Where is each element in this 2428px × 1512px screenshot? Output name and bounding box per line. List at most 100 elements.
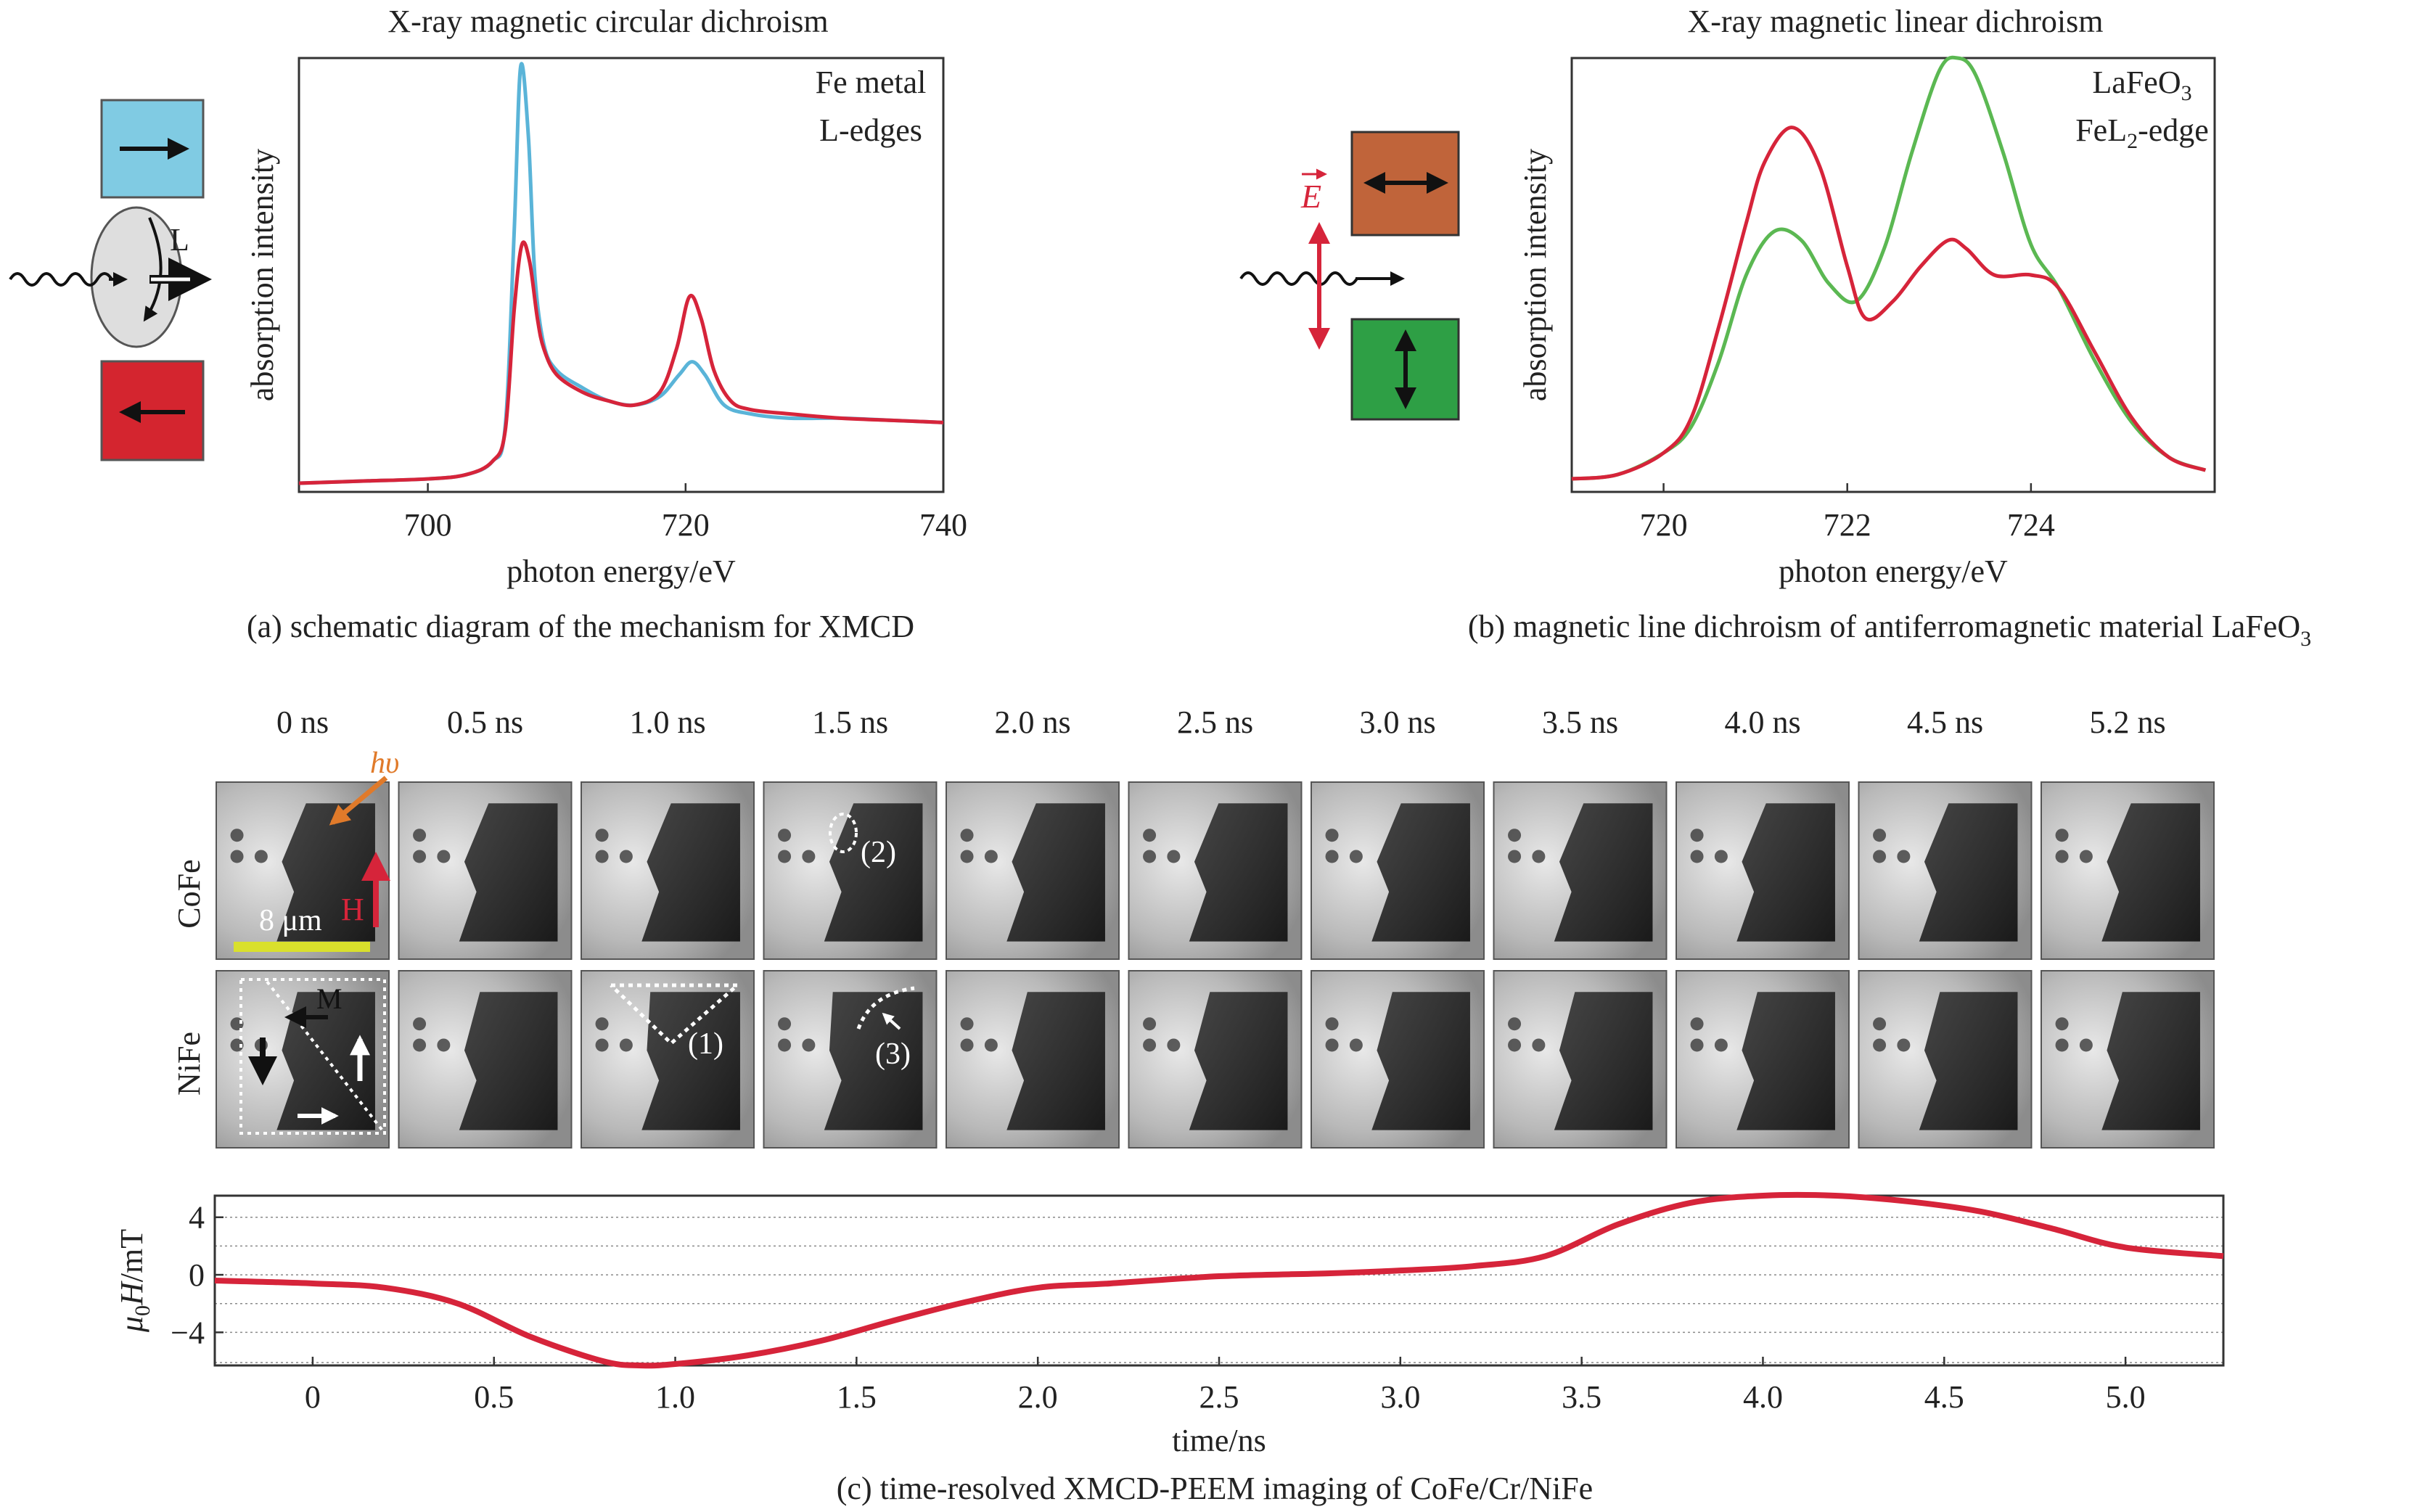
plot-frame — [1570, 57, 2216, 493]
x-tick-label: 722 — [1824, 507, 1871, 543]
cofe-image — [581, 781, 755, 960]
domain-wall-3 — [856, 986, 915, 1030]
xmcd-schematic: L — [9, 99, 212, 461]
mark-3: (3) — [875, 1038, 911, 1071]
x-tick-label: 0.5 — [474, 1379, 514, 1415]
cofe-image — [1493, 781, 1668, 960]
nife-image — [763, 970, 938, 1149]
time-label: 5.2 ns — [2089, 704, 2165, 740]
row-label-cofe: CoFe — [171, 859, 207, 928]
row-label-nife: NiFe — [171, 1032, 207, 1096]
plot-annotation: LaFeO3 — [2092, 65, 2191, 105]
scale-bar — [234, 942, 370, 952]
y-axis-label: absorption intensity — [1517, 149, 1553, 401]
peem-annotations: hυ H 8 μm (2) (1) (3) M — [234, 747, 915, 1135]
plot-annotation: L-edges — [819, 112, 922, 148]
mark-1: (1) — [688, 1027, 723, 1061]
plot-annotation: Fe metal — [816, 65, 927, 100]
panel-a: X-ray magnetic circular dichroism L 700 7… — [9, 4, 967, 644]
panel-b: X-ray magnetic linear dichroism E 720 722… — [1239, 4, 2311, 651]
series-line-1 — [1571, 126, 2207, 481]
nife-image — [1676, 970, 1850, 1149]
x-tick-label: 1.0 — [655, 1379, 695, 1415]
time-label: 4.5 ns — [1907, 704, 1983, 740]
nife-image — [1493, 970, 1668, 1149]
x-tick-label: 700 — [404, 507, 452, 543]
label-L: L — [170, 222, 189, 258]
x-tick-label: 3.0 — [1380, 1379, 1420, 1415]
x-axis-label: photon energy/eV — [506, 554, 736, 589]
time-label: 2.0 ns — [994, 704, 1070, 740]
plot-annotation: FeL2-edge — [2075, 112, 2209, 153]
m-label: M — [316, 982, 343, 1015]
cofe-image — [1858, 781, 2033, 960]
time-label: 2.5 ns — [1177, 704, 1253, 740]
cofe-image — [763, 781, 938, 960]
xmld-spectrum-plot: 720 722 724 photon energy/eV absorption inte… — [1517, 55, 2216, 589]
x-axis-label: time/ns — [1172, 1423, 1266, 1458]
cofe-image — [1128, 781, 1303, 960]
x-tick-label: 724 — [2007, 507, 2055, 543]
panel-a-caption: (a) schematic diagram of the mechanism f… — [247, 609, 914, 644]
x-tick-label: 1.5 — [837, 1379, 877, 1415]
xmcd-spectrum-plot: 700 720 740 photon energy/eV absorption inte… — [245, 57, 967, 589]
panel-c-images: CoFe NiFe 0 ns 0.5 ns 1.0 ns 1.5 ns 2.0 ns 2.… — [171, 704, 2215, 1149]
cofe-image — [1311, 781, 1485, 960]
panel-b-caption: (b) magnetic line dichroism of antiferro… — [1468, 609, 2311, 651]
x-tick-label: 0 — [305, 1379, 321, 1415]
nife-image — [1858, 970, 2033, 1149]
x-tick-label: 720 — [662, 507, 710, 543]
wavy-xray-icon — [9, 272, 113, 287]
x-tick-label: 720 — [1640, 507, 1688, 543]
nife-domain-outline — [239, 978, 386, 1135]
x-tick-label: 4.0 — [1743, 1379, 1783, 1415]
panel-b-title: X-ray magnetic linear dichroism — [1687, 4, 2103, 39]
time-label: 3.5 ns — [1542, 704, 1618, 740]
hv-label: hυ — [370, 747, 399, 780]
nife-image — [946, 970, 1120, 1149]
xmld-schematic: E — [1239, 131, 1460, 421]
domain-outline-1 — [610, 983, 742, 1046]
field-pulse-plot: 0 0.5 1.0 1.5 2.0 2.5 3.0 3.5 4.0 4.5 5.0 4 0 −4 time/… — [114, 1191, 2225, 1458]
x-axis-label: photon energy/eV — [1779, 554, 2008, 589]
series-line-1 — [298, 240, 944, 485]
cofe-image — [2041, 781, 2215, 960]
x-tick-label: 2.0 — [1018, 1379, 1058, 1415]
time-label: 1.5 ns — [812, 704, 888, 740]
plot-frame — [298, 57, 945, 493]
panel-c-caption: (c) time-resolved XMCD-PEEM imaging of C… — [837, 1471, 1593, 1506]
rotation-arrow-icon — [143, 217, 163, 322]
nife-image — [1128, 970, 1303, 1149]
wavy-xray-icon-b — [1239, 271, 1358, 286]
x-tick-label: 5.0 — [2106, 1379, 2146, 1415]
time-label: 1.0 ns — [629, 704, 705, 740]
x-tick-label: 4.5 — [1924, 1379, 1964, 1415]
cofe-image — [216, 781, 390, 960]
y-axis-label: μ0H/mT — [114, 1229, 155, 1333]
nife-image — [1311, 970, 1485, 1149]
cofe-image — [1676, 781, 1850, 960]
wall-move-arrow-icon — [882, 1012, 901, 1030]
photon-incidence-arrow-icon — [329, 776, 388, 826]
x-tick-label: 3.5 — [1562, 1379, 1601, 1415]
nife-image — [398, 970, 573, 1149]
nife-image — [2041, 970, 2215, 1149]
label-E: E — [1300, 178, 1321, 215]
y-axis-label: absorption intensity — [245, 149, 280, 401]
cofe-image — [398, 781, 573, 960]
series-line-0 — [214, 1191, 2224, 1369]
mark-2: (2) — [861, 836, 896, 869]
y-tick-label: 4 — [189, 1200, 205, 1236]
time-label: 4.0 ns — [1724, 704, 1800, 740]
scale-label: 8 μm — [259, 904, 322, 937]
x-tick-label: 2.5 — [1199, 1379, 1239, 1415]
time-label: 0 ns — [276, 704, 329, 740]
y-tick-label: 0 — [189, 1257, 205, 1293]
region-2-marker — [829, 813, 858, 853]
time-label: 0.5 ns — [447, 704, 523, 740]
plot-frame — [213, 1194, 2225, 1367]
cofe-image — [946, 781, 1120, 960]
series-line-0 — [1571, 55, 2207, 481]
panel-a-title: X-ray magnetic circular dichroism — [387, 4, 828, 39]
x-tick-label: 740 — [919, 507, 967, 543]
